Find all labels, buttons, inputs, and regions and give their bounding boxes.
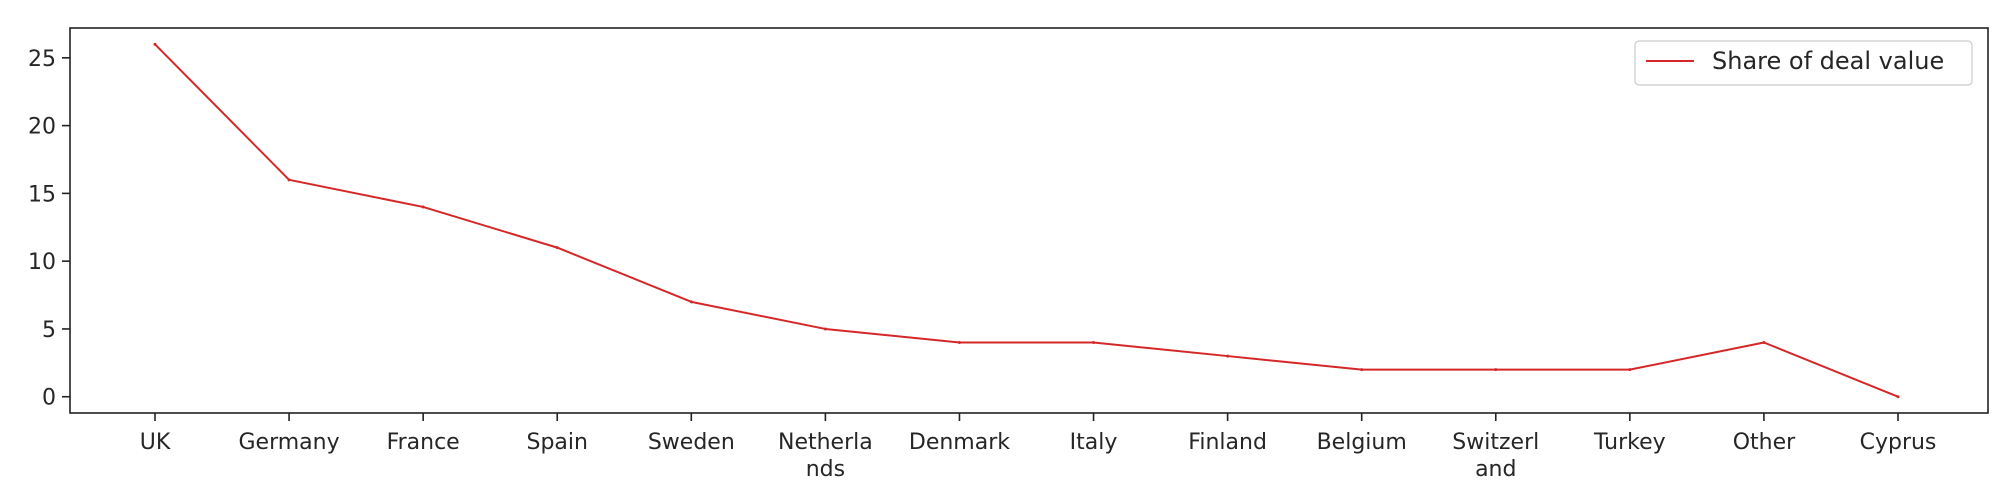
- data-point: [957, 341, 961, 345]
- x-tick-label-line: Denmark: [909, 430, 1010, 455]
- x-tick-label-line: Switzerl: [1452, 430, 1539, 455]
- data-point: [1762, 341, 1766, 345]
- data-point: [287, 178, 291, 182]
- x-tick-label: Other: [1733, 430, 1796, 455]
- x-tick-label-line: Italy: [1070, 430, 1118, 455]
- data-point: [1628, 368, 1632, 372]
- x-tick-label: Belgium: [1317, 430, 1407, 455]
- data-point: [555, 246, 559, 250]
- series-layer: [153, 42, 1900, 399]
- x-tick-label-line: Sweden: [648, 430, 735, 455]
- x-tick-label: Turkey: [1593, 430, 1666, 455]
- legend-label: Share of deal value: [1712, 47, 1944, 75]
- x-tick-label-line: Germany: [239, 430, 340, 455]
- y-tick-label: 25: [28, 47, 56, 72]
- y-tick-label: 5: [42, 318, 56, 343]
- x-tick-label-line: nds: [806, 457, 845, 482]
- x-tick-label: Italy: [1070, 430, 1118, 455]
- legend-box: [1634, 40, 1973, 86]
- x-tick-label: Netherla nds: [778, 430, 873, 482]
- x-tick-label: Cyprus: [1860, 430, 1937, 455]
- series-line-share-of-deal-value: [154, 43, 1899, 398]
- data-point: [823, 327, 827, 331]
- y-tick-label: 20: [28, 115, 56, 140]
- x-axis: UK Germany France Spain Sweden Netherla nds Den…: [140, 413, 1937, 482]
- data-point: [1360, 368, 1364, 372]
- x-tick-label: Spain: [526, 430, 587, 455]
- x-tick-label: Germany: [239, 430, 340, 455]
- data-point: [689, 300, 693, 304]
- legend: Share of deal value: [1634, 40, 1973, 86]
- y-tick-label: 0: [42, 386, 56, 411]
- x-tick-label-line: Cyprus: [1860, 430, 1937, 455]
- data-point: [1896, 395, 1900, 399]
- x-tick-label-line: Turkey: [1593, 430, 1666, 455]
- x-tick-label-line: Spain: [526, 430, 587, 455]
- x-tick-label-line: Other: [1733, 430, 1796, 455]
- x-tick-label: Denmark: [909, 430, 1010, 455]
- x-tick-label: UK: [140, 430, 171, 455]
- plot-area-frame: [69, 27, 1989, 414]
- x-tick-label-line: Finland: [1188, 430, 1267, 455]
- data-point: [421, 205, 425, 209]
- y-axis: 0 5 10 15 20 25: [28, 47, 70, 411]
- x-tick-label: Sweden: [648, 430, 735, 455]
- x-tick-label-line: Netherla: [778, 430, 873, 455]
- x-tick-label-line: France: [387, 430, 460, 455]
- data-point: [1092, 341, 1096, 345]
- x-tick-label-line: and: [1475, 457, 1516, 482]
- data-point: [1494, 368, 1498, 372]
- x-tick-label: Switzerl and: [1452, 430, 1539, 482]
- x-tick-label-line: Belgium: [1317, 430, 1407, 455]
- x-tick-label: Finland: [1188, 430, 1267, 455]
- data-point: [153, 42, 157, 46]
- x-tick-label-line: UK: [140, 430, 171, 455]
- y-tick-label: 15: [28, 182, 56, 207]
- x-tick-label: France: [387, 430, 460, 455]
- data-point: [1226, 354, 1230, 358]
- y-tick-label: 10: [28, 250, 56, 275]
